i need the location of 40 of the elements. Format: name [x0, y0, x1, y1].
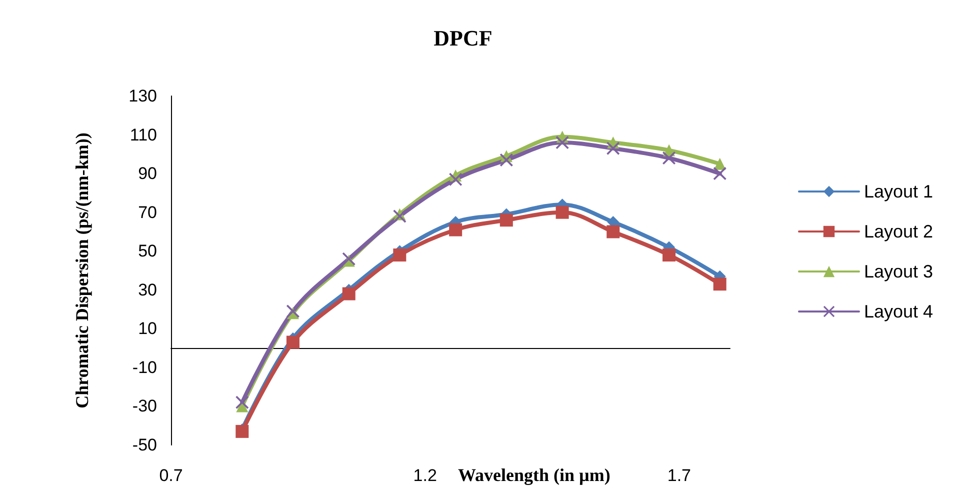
legend-label: Layout 2 — [864, 222, 934, 242]
x-tick-label: 0.7 — [159, 466, 183, 485]
point — [556, 206, 569, 219]
x-tick-label: 1.2 — [413, 466, 437, 485]
y-tick-label: -50 — [132, 436, 157, 454]
point — [662, 248, 676, 262]
point — [606, 225, 620, 238]
y-tick-label: -10 — [132, 358, 157, 377]
point — [713, 278, 726, 291]
y-tick-label: 90 — [138, 164, 157, 184]
point — [449, 223, 462, 236]
point — [393, 248, 406, 262]
legend-label: Layout 3 — [864, 262, 934, 282]
chart-title: DPCF — [434, 26, 492, 50]
point — [500, 153, 513, 166]
y-tick-label: 30 — [138, 280, 157, 300]
x-axis-title: Wavelength (in µm) — [458, 465, 610, 485]
y-tick-label: 130 — [128, 86, 157, 106]
point — [236, 424, 249, 438]
y-axis-title: Chromatic Dispersion (ps/(nm-km)) — [72, 132, 92, 408]
point — [286, 304, 300, 318]
point — [342, 287, 356, 300]
point — [662, 152, 676, 165]
point — [342, 252, 356, 266]
y-tick-label: 50 — [138, 242, 157, 261]
point — [500, 214, 513, 227]
y-tick-label: 70 — [138, 202, 157, 222]
point — [236, 396, 249, 409]
y-tick-label: 110 — [130, 125, 157, 144]
point — [286, 336, 300, 349]
point — [606, 142, 620, 155]
legend-label: Layout 1 — [864, 182, 934, 202]
point — [713, 167, 726, 180]
point — [449, 172, 462, 186]
y-tick-label: 10 — [138, 319, 157, 338]
x-tick-label: 1.7 — [667, 466, 691, 485]
y-tick-label: -30 — [132, 396, 157, 416]
point — [556, 136, 569, 150]
point — [393, 210, 406, 223]
legend-label: Layout 4 — [864, 302, 934, 322]
